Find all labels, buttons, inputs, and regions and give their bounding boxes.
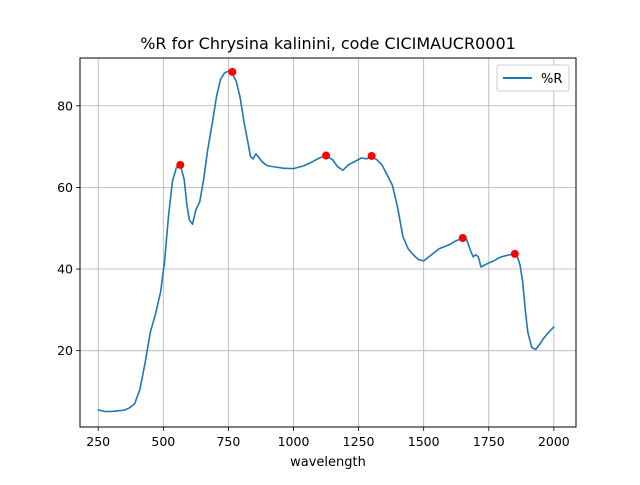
x-tick-label: 1000 <box>278 434 310 449</box>
legend-label: %R <box>541 72 562 87</box>
legend-box <box>496 64 570 92</box>
plot-frame <box>79 57 577 428</box>
x-tick-label: 750 <box>216 434 240 449</box>
x-axis-label: wavelength <box>290 455 366 470</box>
chart-title: %R for Chrysina kalinini, code CICIMAUCR… <box>140 34 516 53</box>
x-tick-label: 1250 <box>343 434 375 449</box>
peak-marker <box>367 151 376 160</box>
x-axis: 250 500 750 1000 1250 1500 1750 2000 <box>86 427 570 449</box>
y-tick-label: 40 <box>57 262 73 277</box>
legend: %R <box>496 64 570 92</box>
x-tick-label: 1750 <box>473 434 505 449</box>
peak-marker <box>458 234 467 243</box>
y-axis: 20 40 60 80 <box>57 98 80 358</box>
y-tick-label: 20 <box>57 343 73 358</box>
y-tick-label: 80 <box>57 98 73 113</box>
peak-marker <box>228 67 237 76</box>
peak-marker <box>510 249 519 258</box>
x-tick-label: 250 <box>86 434 110 449</box>
peak-marker <box>322 151 331 160</box>
marker-layer <box>176 67 519 258</box>
grid <box>80 58 576 427</box>
peak-marker <box>176 160 185 169</box>
y-tick-label: 60 <box>57 180 73 195</box>
x-tick-label: 500 <box>151 434 175 449</box>
x-tick-label: 2000 <box>538 434 570 449</box>
x-tick-label: 1500 <box>408 434 440 449</box>
